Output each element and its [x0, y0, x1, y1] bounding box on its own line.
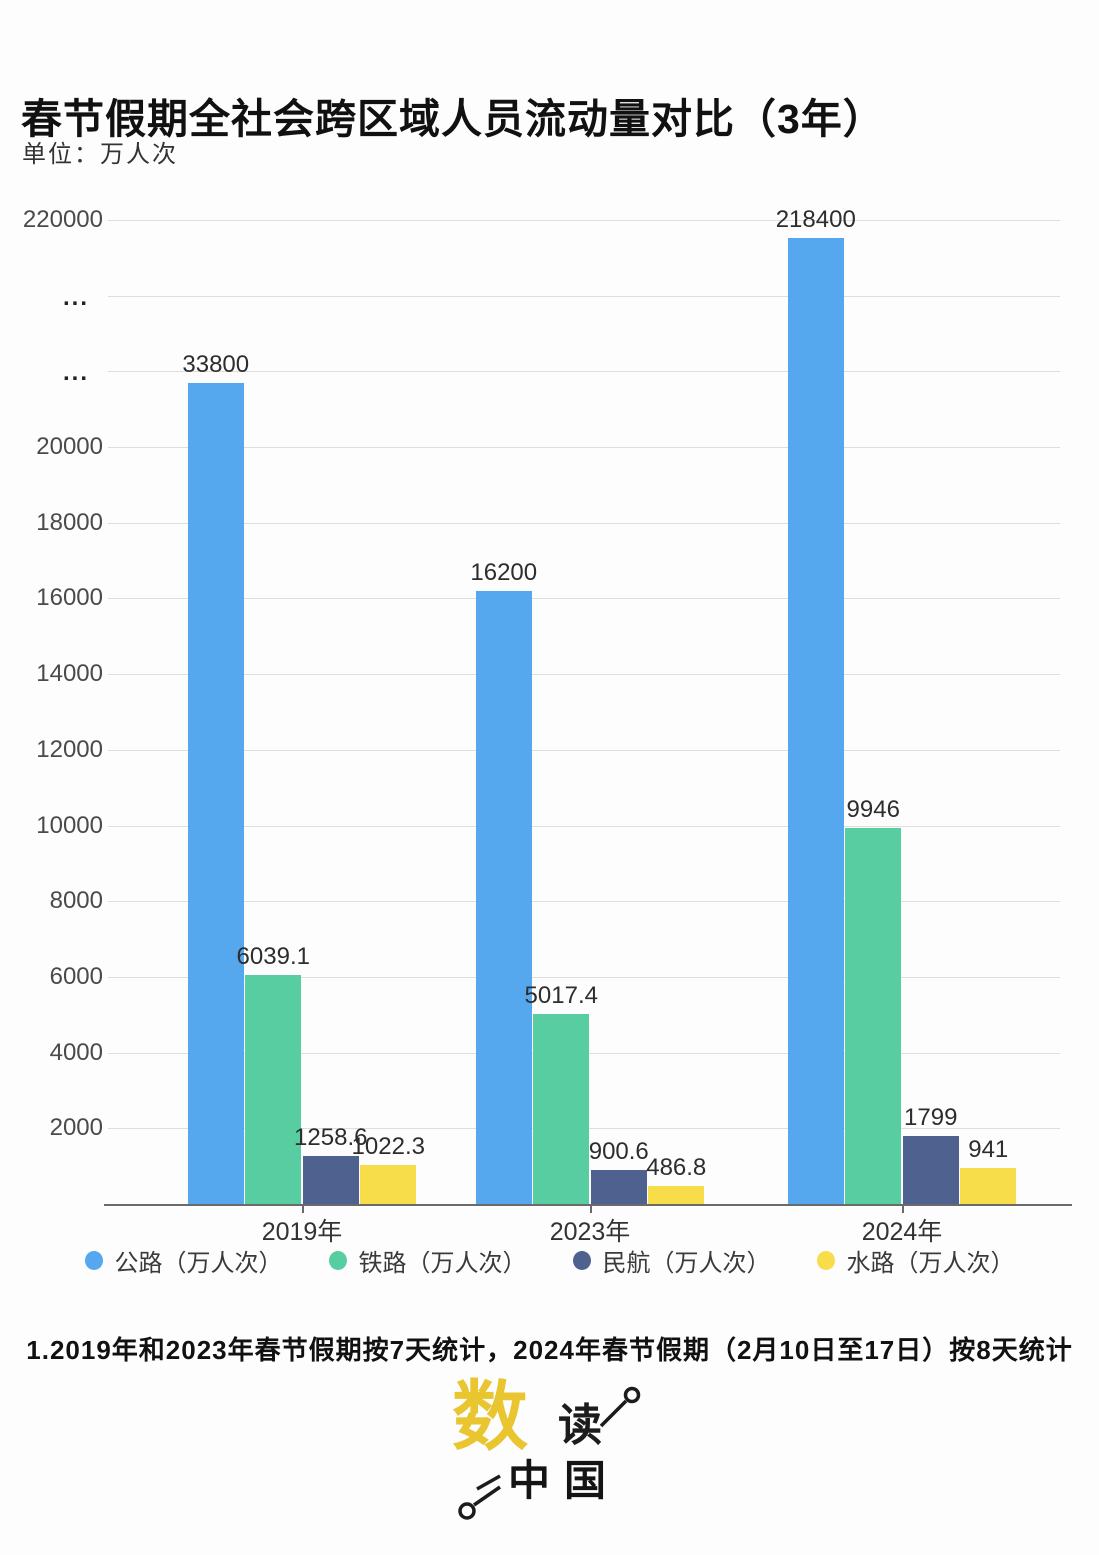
- legend-item: 公路（万人次）: [84, 1243, 283, 1278]
- y-axis-label: 220000: [22, 205, 103, 233]
- bar: [845, 827, 902, 1204]
- legend-item: 民航（万人次）: [572, 1243, 771, 1278]
- bar: [360, 1165, 417, 1204]
- legend-swatch: [328, 1251, 347, 1270]
- value-label: 16200: [470, 558, 538, 586]
- legend-swatch: [816, 1251, 835, 1270]
- y-axis-label: 6000: [49, 962, 103, 990]
- x-axis-tick: [590, 1204, 592, 1213]
- bar: [533, 1014, 590, 1204]
- value-label: 33800: [182, 351, 250, 378]
- footnote: 1.2019年和2023年春节假期按7天统计，2024年春节假期（2月10日至1…: [26, 1335, 1073, 1365]
- gridline: [108, 901, 1060, 903]
- value-label: 1799: [904, 1103, 958, 1131]
- y-axis-label: ...: [62, 359, 89, 387]
- value-label: 941: [968, 1136, 1009, 1164]
- bar: [648, 1185, 705, 1204]
- gridline: [108, 976, 1060, 978]
- x-axis-line: [104, 1204, 1072, 1206]
- bar: [590, 1169, 647, 1204]
- value-label: 486.8: [646, 1153, 707, 1181]
- gridline: [108, 674, 1060, 676]
- gridline: [108, 598, 1060, 600]
- bar: [902, 1135, 959, 1204]
- y-axis-label: 4000: [49, 1038, 103, 1066]
- legend: 公路（万人次） 铁路（万人次） 民航（万人次） 水路（万人次）: [0, 1243, 1099, 1278]
- legend-label: 民航（万人次）: [602, 1250, 771, 1277]
- bar: [187, 383, 244, 1204]
- y-axis-label: 12000: [36, 735, 103, 763]
- x-axis-tick: [902, 1204, 904, 1213]
- y-axis-label: 20000: [36, 433, 103, 460]
- legend-swatch: [84, 1251, 103, 1270]
- value-label: 6039.1: [236, 943, 310, 971]
- y-axis-label: 10000: [36, 811, 103, 839]
- bar: [475, 590, 532, 1204]
- gridline: [108, 219, 1060, 221]
- value-label: 900.6: [588, 1137, 649, 1165]
- y-axis-label: 2000: [49, 1114, 103, 1142]
- value-label: 9946: [846, 795, 900, 823]
- x-axis-label: 2024年: [861, 1218, 943, 1246]
- bar: [960, 1168, 1017, 1204]
- x-axis-tick: [302, 1204, 304, 1213]
- legend-item: 铁路（万人次）: [328, 1243, 527, 1278]
- bar: [787, 238, 844, 1204]
- unit-label: 单位：万人次: [22, 141, 178, 168]
- gridline: [108, 749, 1060, 751]
- y-axis-label: 8000: [49, 887, 103, 915]
- x-axis-label: 2019年: [261, 1218, 343, 1246]
- gridline: [108, 371, 1060, 373]
- legend-label: 公路（万人次）: [114, 1250, 283, 1277]
- y-axis-label: 16000: [36, 584, 103, 612]
- value-label: 218400: [775, 206, 856, 233]
- y-axis-label: 14000: [36, 660, 103, 688]
- gridline: [108, 295, 1060, 297]
- gridline: [108, 447, 1060, 448]
- page-title: 春节假期全社会跨区域人员流动量对比（3年）: [21, 96, 885, 143]
- gridline: [108, 522, 1060, 524]
- legend-item: 水路（万人次）: [816, 1243, 1015, 1278]
- x-axis-label: 2023年: [549, 1218, 631, 1246]
- legend-label: 铁路（万人次）: [358, 1250, 527, 1277]
- gridline: [108, 825, 1060, 827]
- value-label: 1258.6: [294, 1124, 368, 1152]
- legend-swatch: [572, 1251, 591, 1270]
- y-axis-label: ...: [62, 283, 89, 311]
- y-axis-label: 18000: [36, 508, 103, 536]
- value-label: 1022.3: [351, 1133, 425, 1161]
- bar: [302, 1156, 359, 1204]
- value-label: 5017.4: [524, 982, 598, 1010]
- legend-label: 水路（万人次）: [846, 1250, 1015, 1277]
- bar: [245, 975, 302, 1204]
